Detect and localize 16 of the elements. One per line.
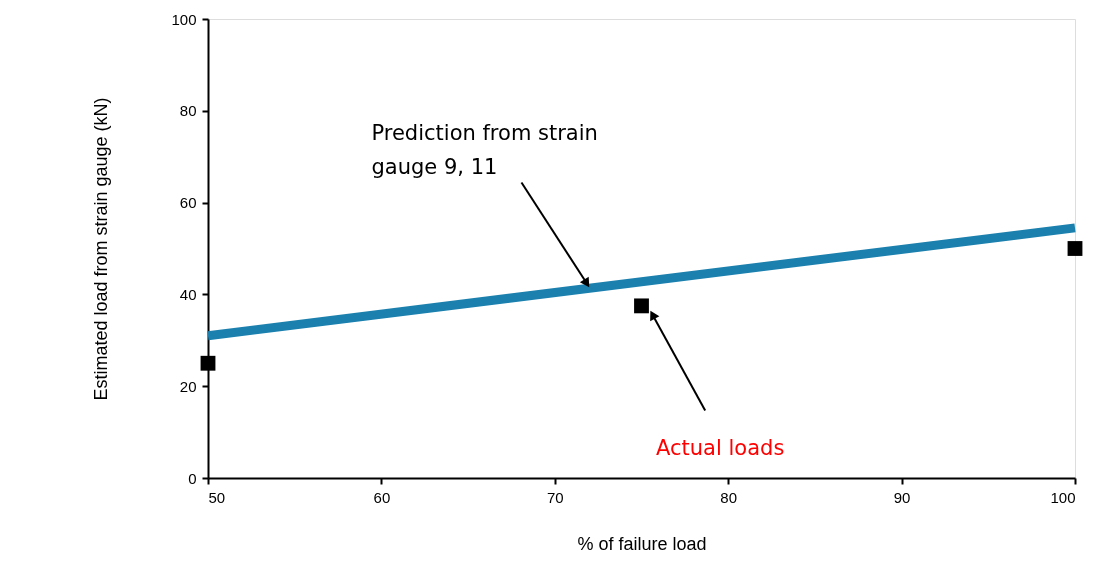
x-tick-label: 100 <box>1050 488 1076 506</box>
y-tick-label: 100 <box>171 10 197 28</box>
y-tick-label: 20 <box>179 377 197 395</box>
x-tick-label: 80 <box>720 488 738 506</box>
x-tick-label: 50 <box>208 488 226 506</box>
annotation: Actual loads <box>656 436 785 461</box>
y-tick-label: 60 <box>179 194 197 212</box>
annotation: Prediction from strain gauge 9, 11 <box>371 120 598 179</box>
x-tick-label: 70 <box>546 488 564 506</box>
x-tick-label: 60 <box>373 488 391 506</box>
y-axis-title: Estimated load from strain gauge (kN) <box>91 97 112 401</box>
x-axis-title: % of failure load <box>577 533 707 554</box>
y-tick-label: 40 <box>179 285 197 303</box>
y-tick-label: 0 <box>188 469 197 487</box>
y-tick-label: 80 <box>179 102 197 120</box>
x-tick-label: 90 <box>893 488 911 506</box>
